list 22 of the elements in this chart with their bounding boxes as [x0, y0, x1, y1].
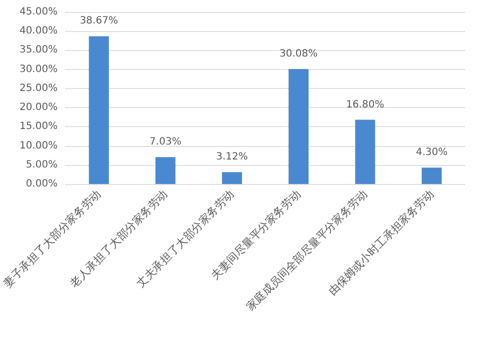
- y-tick-label: 25.00%: [19, 82, 58, 94]
- data-label: 4.30%: [416, 147, 448, 158]
- y-tick-label: 15.00%: [19, 121, 58, 132]
- bar: [288, 69, 309, 184]
- data-label: 7.03%: [150, 136, 182, 148]
- data-label: 3.12%: [216, 152, 248, 163]
- bar: [88, 36, 109, 184]
- data-label: 16.80%: [346, 99, 384, 110]
- y-tick-label: 45.00%: [19, 6, 58, 18]
- y-tick-label: 10.00%: [19, 140, 58, 152]
- data-label: 30.08%: [280, 48, 318, 60]
- data-label: 38.67%: [80, 16, 118, 27]
- y-tick-label: 35.00%: [19, 44, 58, 56]
- y-tick-label: 0.00%: [26, 178, 58, 190]
- y-tick-label: 30.00%: [19, 64, 58, 75]
- bar: [422, 168, 442, 184]
- bar: [155, 157, 176, 184]
- bar: [222, 172, 242, 184]
- bar: [355, 120, 376, 184]
- y-tick-label: 20.00%: [19, 102, 58, 114]
- y-tick-label: 40.00%: [19, 26, 58, 37]
- y-tick-label: 5.00%: [26, 159, 58, 170]
